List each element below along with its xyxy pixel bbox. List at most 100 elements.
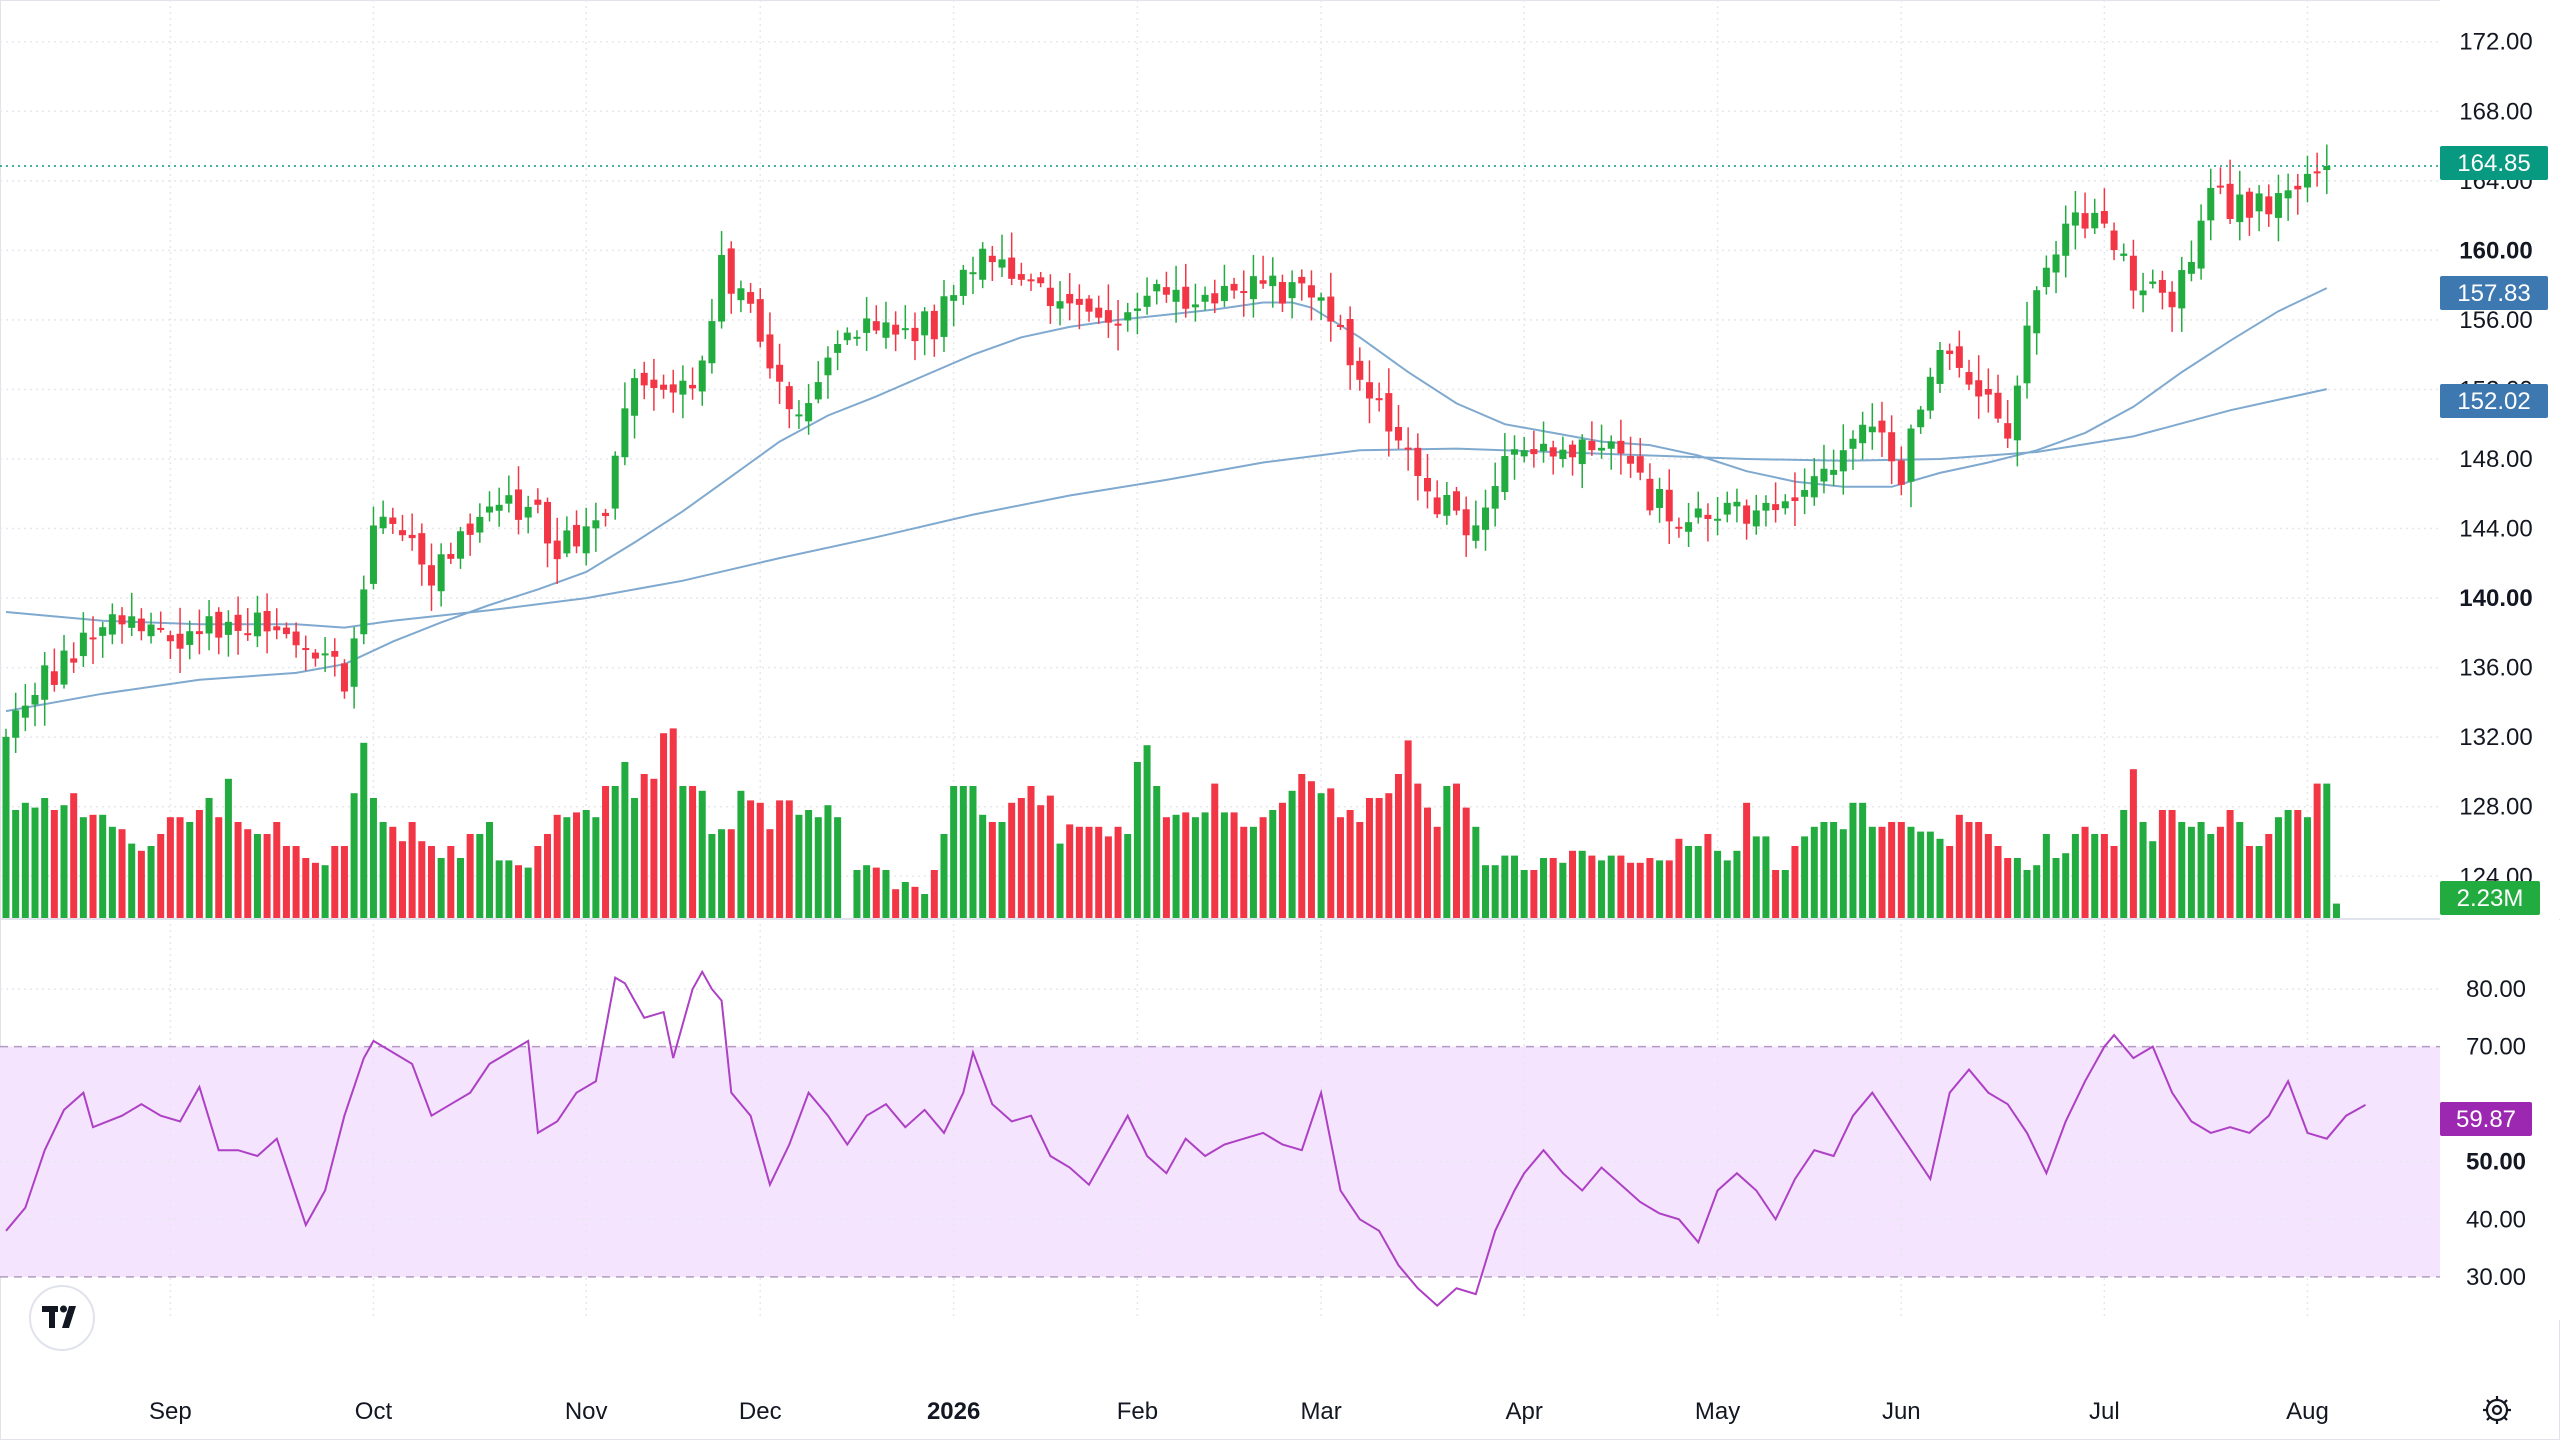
candle-body [1346, 318, 1354, 366]
candle-body [515, 489, 523, 520]
candle-body [1182, 286, 1190, 309]
time-axis[interactable]: Sep Oct Nov Dec 2026 Feb Mar Apr May Jun Jul Aug [149, 1398, 2329, 1425]
candle-body [12, 710, 20, 738]
candle-body [1114, 323, 1122, 326]
volume-bar [727, 829, 735, 918]
volume-bar [998, 822, 1006, 918]
volume-bar [2129, 769, 2137, 918]
price-tick-label: 160.00 [2459, 237, 2532, 264]
volume-bar [1365, 798, 1373, 918]
candle-body [2033, 290, 2041, 334]
volume-bar [2323, 783, 2331, 918]
volume-bar [1046, 795, 1054, 918]
volume-bar [1723, 860, 1731, 918]
volume-bar [524, 867, 532, 918]
candle-body [1191, 304, 1199, 308]
candle-body [1414, 447, 1422, 476]
volume-bar [2071, 834, 2079, 918]
ma-slow-badge: 152.02 [2440, 384, 2548, 418]
volume-bar [50, 810, 58, 918]
candle-body [340, 663, 348, 692]
candle-body [534, 499, 542, 505]
volume-bar [31, 807, 39, 918]
tradingview-logo-button[interactable] [29, 1285, 95, 1351]
volume-bar [2178, 822, 2186, 918]
volume-bar [1075, 826, 1083, 918]
volume-bar [1220, 812, 1228, 918]
candle-body [1733, 501, 1741, 507]
volume-bar [2149, 841, 2157, 918]
price-axis[interactable]: 172.00168.00164.00160.00156.00152.00148.… [2440, 0, 2560, 919]
candle-body [1104, 310, 1112, 323]
volume-badge: 2.23M [2440, 881, 2540, 915]
volume-bar [1530, 870, 1538, 918]
volume-bar [1636, 862, 1644, 918]
volume-bar [505, 860, 513, 918]
candle-body [1220, 285, 1228, 302]
rsi-label: 59.87 [2456, 1106, 2516, 1133]
volume-bar [60, 805, 68, 918]
candle-body [2129, 255, 2137, 291]
volume-bar [1153, 786, 1161, 918]
candle-body [79, 632, 87, 657]
volume-bar [1385, 793, 1393, 918]
candle-body [1617, 440, 1625, 454]
candle-body [727, 248, 735, 294]
candle-body [2245, 191, 2253, 218]
candle-body [495, 504, 503, 511]
volume-bar [1375, 798, 1383, 918]
candle-body [2313, 171, 2321, 174]
candle-body [1549, 447, 1557, 457]
volume-bar [1646, 858, 1654, 918]
volume-bar [476, 834, 484, 918]
volume-bar [669, 728, 677, 918]
volume-bar [2245, 846, 2253, 918]
candle-body [2178, 270, 2186, 309]
volume-bar [892, 889, 900, 918]
settings-gear-button[interactable] [2483, 1396, 2511, 1424]
candle-body [1955, 346, 1963, 368]
volume-bar [853, 870, 861, 918]
candle-body [747, 292, 755, 304]
candle-body [1433, 497, 1441, 515]
candle-body [1762, 502, 1770, 511]
candle-body [1781, 501, 1789, 509]
volume-bar [1762, 836, 1770, 918]
candle-body [2139, 290, 2147, 296]
candle-body [1336, 324, 1344, 327]
candle-body [640, 372, 648, 386]
candle-body [660, 384, 668, 390]
volume-bar [1249, 826, 1257, 918]
volume-bar [1433, 826, 1441, 918]
candle-body [2042, 267, 2050, 287]
volume-bar [1801, 836, 1809, 918]
volume-bar [1907, 826, 1915, 918]
volume-bar [766, 829, 774, 918]
volume-bar [863, 865, 871, 918]
candle-body [698, 360, 706, 392]
volume-bar [2013, 858, 2021, 918]
volume-bar [1298, 774, 1306, 918]
rsi-level-lines [0, 1045, 2440, 1278]
candle-body [1772, 504, 1780, 511]
volume-bar [282, 846, 290, 918]
volume-bar [1830, 822, 1838, 918]
volume-bar [2158, 810, 2166, 918]
candle-body [360, 589, 368, 635]
volume-bar [1627, 862, 1635, 918]
candle-body [1201, 294, 1209, 302]
candle-body [708, 321, 716, 364]
candle-body [2255, 193, 2263, 212]
candle-body [1849, 438, 1857, 449]
volume-bar [1307, 781, 1315, 918]
volume-bar [959, 786, 967, 918]
candle-body [1278, 281, 1286, 304]
volume-bar [1965, 822, 1973, 918]
candle-body [350, 638, 358, 687]
volume-bar [1540, 858, 1548, 918]
candle-body [186, 631, 194, 645]
candle-body [930, 310, 938, 340]
time-tick-label: 2026 [927, 1398, 980, 1425]
rsi-badge: 59.87 [2440, 1102, 2532, 1136]
volume-bar [1839, 829, 1847, 918]
